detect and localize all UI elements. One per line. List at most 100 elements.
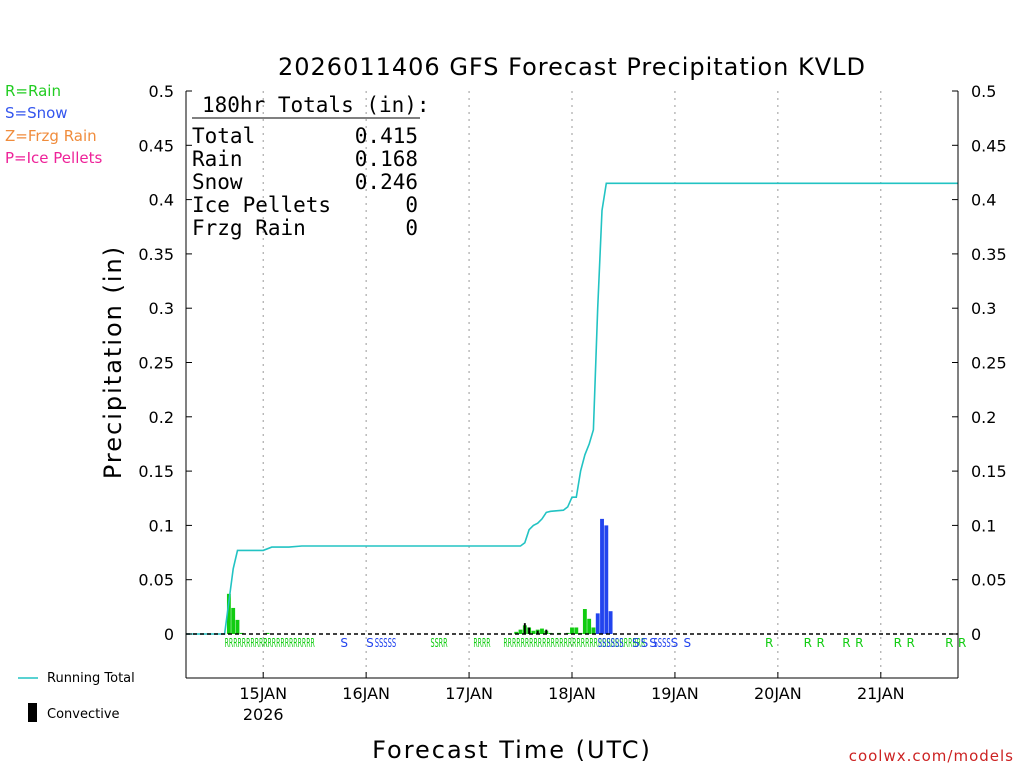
y-tick-label-left: 0.1 [149, 516, 174, 535]
ptype-marker-rain: R [765, 636, 773, 650]
convective-bar [528, 627, 531, 634]
totals-label-frzg-rain: Frzg Rain [192, 216, 306, 240]
convective-bar [545, 629, 548, 634]
y-tick-label-right: 0.35 [971, 245, 1007, 264]
y-tick-label-right: 0 [971, 625, 981, 644]
y-tick-label-right: 0.2 [971, 408, 996, 427]
y-tick-label-left: 0.35 [138, 245, 174, 264]
ptype-marker-rain: R [804, 636, 812, 650]
y-tick-label-right: 0.15 [971, 462, 1007, 481]
y-tick-label-left: 0.45 [138, 136, 174, 155]
totals-label-rain: Rain [192, 147, 243, 171]
y-tick-label-right: 0.3 [971, 299, 996, 318]
totals-box: 180hr Totals (in): Total 0.415 Rain 0.16… [192, 93, 430, 240]
x-tick-label-21jan: 21JAN [857, 684, 905, 703]
y-tick-label-left: 0.2 [149, 408, 174, 427]
y-tick-label-right: 0.45 [971, 136, 1007, 155]
y-tick-label-right: 0.4 [971, 191, 996, 210]
totals-value-rain: 0.168 [355, 147, 418, 171]
legend-rain: R=Rain [5, 82, 61, 100]
y-tick-label-left: 0.05 [138, 571, 174, 590]
x-axis-label: Forecast Time (UTC) [372, 736, 652, 764]
ptype-marker-rain: R [816, 636, 824, 650]
totals-value-snow: 0.246 [355, 170, 418, 194]
snow-bar [604, 525, 609, 634]
snow-bar [608, 611, 613, 634]
ptype-marker-snow: SSSSS [375, 636, 397, 650]
running-total-layer [186, 182, 958, 635]
ptype-marker-snow: S [641, 636, 649, 650]
y-tick-label-left: 0 [164, 625, 174, 644]
rain-bar [540, 628, 544, 634]
running-total-line [186, 182, 958, 635]
x-tick-sublabel: 2026 [243, 705, 284, 724]
totals-label-total: Total [192, 124, 255, 148]
snow-bar [595, 613, 600, 634]
totals-label-ice-pellets: Ice Pellets [192, 193, 331, 217]
legend-frzg-rain: Z=Frzg Rain [5, 127, 97, 145]
totals-value-frzg-rain: 0 [405, 216, 418, 240]
x-tick-label-19jan: 19JAN [651, 684, 699, 703]
y-tick-label-left: 0.15 [138, 462, 174, 481]
rain-bar [591, 627, 596, 634]
y-tick-label-right: 0.1 [971, 516, 996, 535]
rain-bar [239, 632, 244, 634]
y-tick-label-right: 0.25 [971, 354, 1007, 373]
y-tick-label-left: 0.3 [149, 299, 174, 318]
rain-bar [518, 629, 523, 634]
convective-bar [536, 630, 539, 634]
y-tick-label-left: 0.4 [149, 191, 174, 210]
convective-bar [523, 623, 526, 634]
ptype-strip: RRRRRRRRRRRRRRRRRRRRRR S S SSSSS SSRR RRRR RRR… [225, 636, 967, 650]
rain-bar [226, 593, 231, 634]
ptype-marker-rain: R [945, 636, 953, 650]
ptype-marker-snow: S [366, 636, 374, 650]
y-tick-label-right: 0.05 [971, 571, 1007, 590]
y-tick-label-left: 0.5 [149, 82, 174, 101]
rain-bar [235, 619, 240, 634]
rain-bar [265, 632, 270, 634]
ptype-marker-rain: RRRRRRRRRRRR [263, 636, 315, 650]
running-total-legend-label: Running Total [47, 671, 135, 686]
credit-text: coolwx.com/models [849, 747, 1014, 765]
axis-ticks: 15JAN 2026 16JAN 17JAN 18JAN 19JAN 20JAN 21JAN 0… [138, 82, 1006, 724]
x-tick-label-15jan: 15JAN [239, 684, 287, 703]
ptype-legend: R=Rain S=Snow Z=Frzg Rain P=Ice Pellets [5, 82, 102, 167]
convective-legend-swatch [28, 703, 37, 722]
line-legend: Running Total Convective [18, 671, 135, 722]
totals-value-total: 0.415 [355, 124, 418, 148]
rain-bar [570, 627, 574, 634]
rain-bar [231, 607, 236, 634]
ptype-marker-snow: SSSSSS [598, 636, 624, 650]
y-tick-label-right: 0.5 [971, 82, 996, 101]
x-tick-label-17jan: 17JAN [445, 684, 493, 703]
rain-bar [587, 618, 592, 634]
rain-bar [514, 631, 519, 634]
ptype-marker-rain: RRRRRRRRRRRRRRRRRRRRRRRRRRRRRRRRR [503, 636, 645, 650]
totals-label-snow: Snow [192, 170, 243, 194]
ptype-marker-snow: S [632, 636, 640, 650]
ptype-marker-snow: S [684, 636, 692, 650]
x-tick-label-20jan: 20JAN [754, 684, 802, 703]
ptype-marker-rain: RRRR [473, 636, 490, 650]
ptype-marker-rain: R [894, 636, 902, 650]
ptype-marker-rain: RRRRRRRRRR [225, 636, 268, 650]
snow-bar [600, 518, 604, 634]
legend-ice-pellets: P=Ice Pellets [5, 149, 102, 167]
totals-heading: 180hr Totals (in): [202, 93, 430, 117]
y-axis-label: Precipitation (in) [99, 245, 127, 479]
rain-bar [531, 630, 536, 634]
ptype-marker-snow: SSSS [653, 636, 670, 650]
precip-bars [226, 518, 613, 634]
x-tick-label-18jan: 18JAN [548, 684, 596, 703]
totals-value-ice-pellets: 0 [405, 193, 418, 217]
ptype-marker-snow: S [340, 636, 348, 650]
x-tick-label-16jan: 16JAN [342, 684, 390, 703]
ptype-marker-rain: R [958, 636, 966, 650]
ptype-marker-rain: R [907, 636, 915, 650]
rain-bar [582, 609, 587, 634]
chart-title: 2026011406 GFS Forecast Precipitation KV… [278, 53, 866, 81]
ptype-marker-snow: S [649, 636, 657, 650]
ptype-marker-rain: R [842, 636, 850, 650]
